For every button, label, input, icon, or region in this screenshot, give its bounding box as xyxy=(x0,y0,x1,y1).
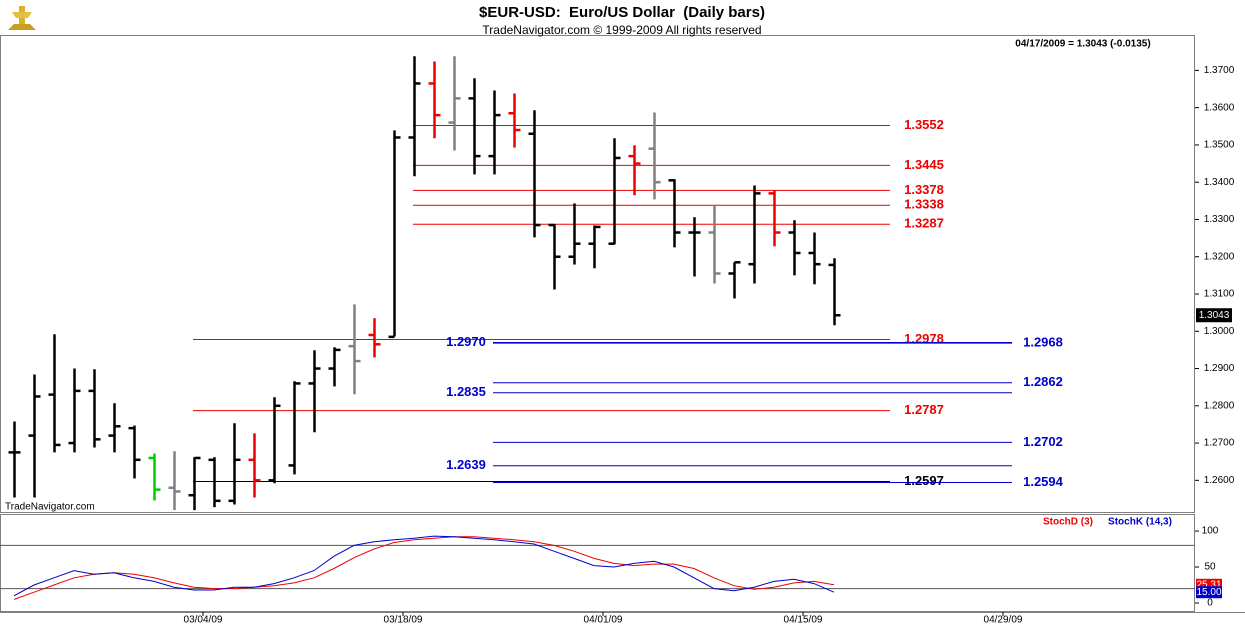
level-label: 1.2597 xyxy=(904,473,944,488)
value-label: 15.00 xyxy=(1196,587,1221,598)
level-label: 1.2968 xyxy=(1023,335,1063,350)
level-label: 1.2835 xyxy=(446,384,486,399)
value-chip xyxy=(1196,586,1222,599)
y-tick-label: 1.2900 xyxy=(1204,363,1235,374)
subtitle: TradeNavigator.com © 1999-2009 All right… xyxy=(482,23,761,37)
level-label: 1.3378 xyxy=(904,182,944,197)
last-price-label: 1.3043 xyxy=(1199,310,1230,321)
level-label: 1.2594 xyxy=(1023,474,1064,489)
watermark: TradeNavigator.com xyxy=(5,502,95,513)
title: $EUR-USD: Euro/US Dollar (Daily bars) xyxy=(479,4,765,21)
quote: 04/17/2009 = 1.3043 (-0.0135) xyxy=(1015,39,1150,50)
stoch-line xyxy=(13,535,835,597)
y-tick-label: 1.3500 xyxy=(1204,140,1235,151)
level-label: 1.3287 xyxy=(904,216,944,231)
y-tick-label: 1.3400 xyxy=(1204,177,1235,188)
x-tick-label: 03/04/09 xyxy=(184,615,223,626)
y-tick-label: 1.3200 xyxy=(1204,251,1235,262)
stoch-panel xyxy=(0,514,1195,612)
value-label: 25.31 xyxy=(1196,579,1221,590)
level-label: 1.3552 xyxy=(904,117,944,132)
last-price-chip xyxy=(1196,308,1232,323)
level-label: 1.2862 xyxy=(1023,374,1063,389)
legend-label: StochD (3) xyxy=(1043,517,1093,528)
y-tick-label: 0 xyxy=(1207,598,1213,609)
level-label: 1.2787 xyxy=(904,402,944,417)
y-tick-label: 50 xyxy=(1204,562,1216,573)
level-label: 1.3445 xyxy=(904,157,944,172)
x-tick-label: 03/18/09 xyxy=(384,615,423,626)
level-label: 1.2639 xyxy=(446,457,486,472)
x-tick-label: 04/15/09 xyxy=(784,615,823,626)
x-tick-label: 04/29/09 xyxy=(984,615,1023,626)
legend-label: StochK (14,3) xyxy=(1108,517,1172,528)
y-tick-label: 1.3700 xyxy=(1204,65,1235,76)
y-tick-label: 1.2700 xyxy=(1204,438,1235,449)
y-tick-label: 1.3000 xyxy=(1204,326,1235,337)
y-tick-label: 1.2800 xyxy=(1204,400,1235,411)
y-tick-label: 1.3300 xyxy=(1204,214,1235,225)
stoch-line xyxy=(13,536,835,600)
x-tick-label: 04/01/09 xyxy=(584,615,623,626)
y-tick-label: 100 xyxy=(1202,526,1219,537)
y-tick-label: 1.3100 xyxy=(1204,289,1235,300)
price-panel xyxy=(0,35,1195,513)
level-label: 1.2702 xyxy=(1023,434,1063,449)
y-tick-label: 1.2600 xyxy=(1204,475,1235,486)
logo xyxy=(8,6,36,30)
y-tick-label: 1.3600 xyxy=(1204,102,1235,113)
level-label: 1.2970 xyxy=(446,334,486,349)
level-label: 1.3338 xyxy=(904,197,944,212)
